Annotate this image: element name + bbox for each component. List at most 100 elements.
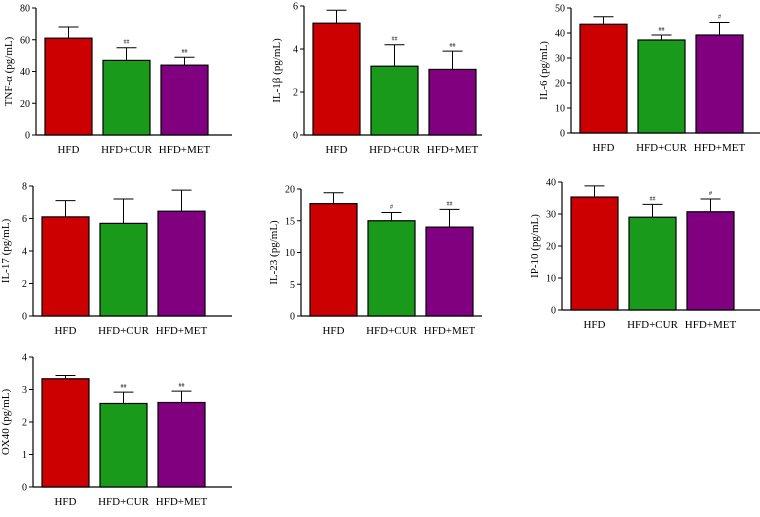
- x-tick-label: HFD: [54, 325, 76, 337]
- x-tick-label: HFD+MET: [427, 144, 479, 156]
- bar-hfd-met: [695, 34, 744, 134]
- y-tick-label: 6: [22, 214, 27, 225]
- bar-hfd: [44, 37, 93, 136]
- bar-hfd-cur: [370, 65, 419, 136]
- chart-panel-1: 0 20 40 60 80 TNF-α (pg/mL) HFD ## HFD+CUR ## HFD+…: [3, 4, 232, 156]
- x-tick-label: HFD+MET: [694, 142, 746, 154]
- y-tick-label: 4: [22, 353, 27, 364]
- significance-mark: ##: [182, 49, 188, 55]
- bar-hfd-met: [157, 401, 206, 488]
- significance-mark: ##: [121, 384, 127, 390]
- y-tick-label: 40: [555, 29, 565, 40]
- x-tick-label: HFD+CUR: [98, 496, 149, 508]
- bar-hfd-met: [157, 210, 206, 317]
- y-tick-label: 20: [285, 185, 295, 196]
- chart-panel-2: 0 2 4 6 IL-1β (pg/mL) HFD ## HFD+CUR ## HFD+MET: [271, 2, 482, 156]
- y-tick-label: 10: [555, 104, 565, 115]
- x-tick-label: HFD: [322, 325, 344, 337]
- y-tick-label: 6: [293, 2, 298, 13]
- y-axis-label: IL-23 (pg/mL): [268, 220, 280, 285]
- y-tick-label: 10: [285, 248, 295, 259]
- chart-panel-3: 0 10 20 30 40 50 IL-6 (pg/mL) HFD ## HFD+CUR # HFD+…: [538, 4, 760, 154]
- y-tick-label: 2: [293, 88, 298, 99]
- x-tick-label: HFD: [583, 319, 605, 331]
- significance-mark: #: [390, 204, 393, 210]
- bar-hfd: [41, 216, 90, 317]
- y-tick-label: 15: [285, 216, 295, 227]
- y-tick-label: 50: [555, 4, 565, 15]
- x-tick-label: HFD+CUR: [366, 325, 417, 337]
- y-tick-label: 40: [546, 178, 556, 189]
- x-tick-label: HFD+CUR: [101, 144, 152, 156]
- significance-mark: ##: [179, 383, 185, 389]
- y-axis-label: IL-17 (pg/mL): [0, 218, 12, 283]
- bar-hfd: [312, 22, 361, 136]
- bar-hfd-cur: [637, 39, 686, 134]
- bar-hfd-met: [686, 211, 735, 311]
- y-tick-label: 0: [25, 131, 30, 142]
- chart-panel-4: 0 2 4 6 8 IL-17 (pg/mL) HFD HFD+CUR HFD+MET: [0, 182, 232, 337]
- y-tick-label: 0: [560, 129, 565, 140]
- y-tick-label: 0: [290, 312, 295, 323]
- x-tick-label: HFD+MET: [156, 496, 208, 508]
- bar-hfd: [570, 196, 619, 311]
- x-tick-label: HFD+CUR: [636, 142, 687, 154]
- x-tick-label: HFD+MET: [156, 325, 208, 337]
- chart-panel-5: 0 5 10 15 20 IL-23 (pg/mL) HFD # HFD+CUR ## HFD+ME…: [268, 185, 482, 337]
- y-tick-label: 20: [20, 99, 30, 110]
- y-tick-label: 20: [555, 79, 565, 90]
- chart-panel-6: 0 10 20 30 40 IP-10 (pg/mL) HFD ## HFD+CUR # HFD+M…: [529, 178, 760, 331]
- y-tick-label: 4: [22, 247, 27, 258]
- bar-hfd-cur: [367, 220, 416, 317]
- y-tick-label: 40: [20, 67, 30, 78]
- bar-hfd: [309, 203, 358, 317]
- y-tick-label: 5: [290, 280, 295, 291]
- x-tick-label: HFD+MET: [159, 144, 211, 156]
- y-tick-label: 2: [22, 279, 27, 290]
- y-tick-label: 30: [546, 210, 556, 221]
- bar-hfd-cur: [99, 402, 148, 488]
- y-tick-label: 20: [546, 242, 556, 253]
- bar-hfd-met: [425, 226, 474, 317]
- bar-hfd: [41, 378, 90, 488]
- y-axis-label: IL-6 (pg/mL): [538, 41, 550, 100]
- bar-hfd-met: [160, 64, 209, 136]
- y-tick-label: 80: [20, 4, 30, 15]
- bar-hfd-cur: [102, 59, 151, 136]
- x-tick-label: HFD+CUR: [98, 325, 149, 337]
- y-axis-label: IL-1β (pg/mL): [271, 38, 283, 103]
- significance-mark: ##: [447, 201, 453, 207]
- x-tick-label: HFD+CUR: [369, 144, 420, 156]
- x-tick-label: HFD: [54, 496, 76, 508]
- x-tick-label: HFD: [57, 144, 79, 156]
- y-axis-label: OX40 (pg/mL): [0, 389, 12, 456]
- x-tick-label: HFD: [325, 144, 347, 156]
- significance-mark: ##: [124, 40, 130, 46]
- bar-hfd-met: [428, 68, 477, 136]
- bar-hfd-cur: [628, 216, 677, 311]
- bar-hfd: [579, 23, 628, 134]
- x-tick-label: HFD+CUR: [627, 319, 678, 331]
- y-tick-label: 10: [546, 274, 556, 285]
- significance-mark: #: [709, 191, 712, 197]
- y-tick-label: 0: [293, 131, 298, 142]
- y-tick-label: 0: [551, 306, 556, 317]
- significance-mark: ##: [650, 196, 656, 202]
- y-tick-label: 3: [22, 385, 27, 396]
- y-tick-label: 8: [22, 182, 27, 193]
- x-tick-label: HFD+MET: [685, 319, 737, 331]
- y-tick-label: 4: [293, 45, 298, 56]
- y-axis-label: IP-10 (pg/mL): [529, 214, 541, 278]
- x-tick-label: HFD+MET: [424, 325, 476, 337]
- y-tick-label: 0: [22, 483, 27, 494]
- bar-hfd-cur: [99, 222, 148, 317]
- significance-mark: #: [718, 15, 721, 21]
- chart-panel-7: 0 1 2 3 4 OX40 (pg/mL) HFD ## HFD+CUR ## HFD+MET: [0, 353, 232, 508]
- y-axis-label: TNF-α (pg/mL): [3, 36, 15, 106]
- x-tick-label: HFD: [592, 142, 614, 154]
- significance-mark: ##: [392, 37, 398, 43]
- y-tick-label: 1: [22, 450, 27, 461]
- significance-mark: ##: [659, 27, 665, 33]
- y-tick-label: 0: [22, 312, 27, 323]
